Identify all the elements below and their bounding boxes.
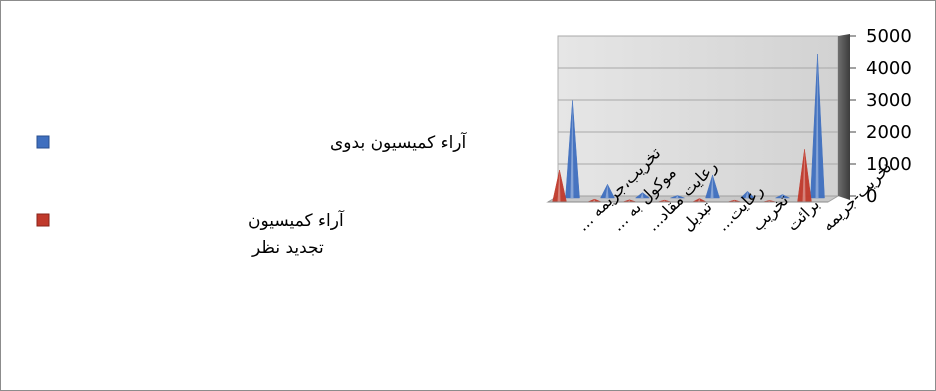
bar-primary <box>705 174 720 199</box>
y-tick-label: 3000 <box>866 90 912 111</box>
bar-review-highlight <box>697 198 701 202</box>
bar-review-highlight <box>557 170 561 202</box>
bar-primary-highlight <box>780 194 784 198</box>
legend-swatch-primary <box>36 135 50 149</box>
y-tick-label: 1000 <box>866 154 912 175</box>
bar-primary-highlight <box>710 174 714 198</box>
bar-primary <box>565 100 580 199</box>
legend-label-primary: آراء کمیسیون بدوی <box>330 131 468 153</box>
legend-label-review-line2: تجدید نظر <box>251 238 324 258</box>
bar-review-highlight <box>627 199 631 202</box>
bar-primary-highlight <box>640 192 644 198</box>
y-tick-label: 5000 <box>866 26 912 47</box>
side-wall <box>838 34 850 200</box>
bar-review-highlight <box>802 149 806 202</box>
bar-primary-highlight <box>570 100 574 198</box>
y-tick-label: 0 <box>866 186 877 207</box>
legend-swatch-review <box>36 213 50 227</box>
bar-primary <box>810 53 825 199</box>
bar-primary <box>634 192 651 199</box>
y-tick-label: 4000 <box>866 58 912 79</box>
legend: آراء کمیسیون بدوی آراء کمیسیون تجدید نظر <box>36 131 468 258</box>
y-tick-label: 2000 <box>866 122 912 143</box>
bar-review-highlight <box>592 199 596 202</box>
bar-primary-highlight <box>815 54 819 198</box>
legend-label-review-line1: آراء کمیسیون <box>248 209 345 231</box>
bar-primary-highlight <box>605 184 609 198</box>
plot-area <box>546 34 856 203</box>
bar-primary-highlight <box>675 195 679 198</box>
bar-primary-highlight <box>745 191 749 198</box>
bar-primary <box>600 183 615 199</box>
y-axis-ticks: 0 1000 2000 3000 4000 5000 <box>866 26 912 207</box>
bar-primary <box>739 190 756 199</box>
bar-primary <box>775 194 790 199</box>
bar-primary <box>670 195 685 199</box>
